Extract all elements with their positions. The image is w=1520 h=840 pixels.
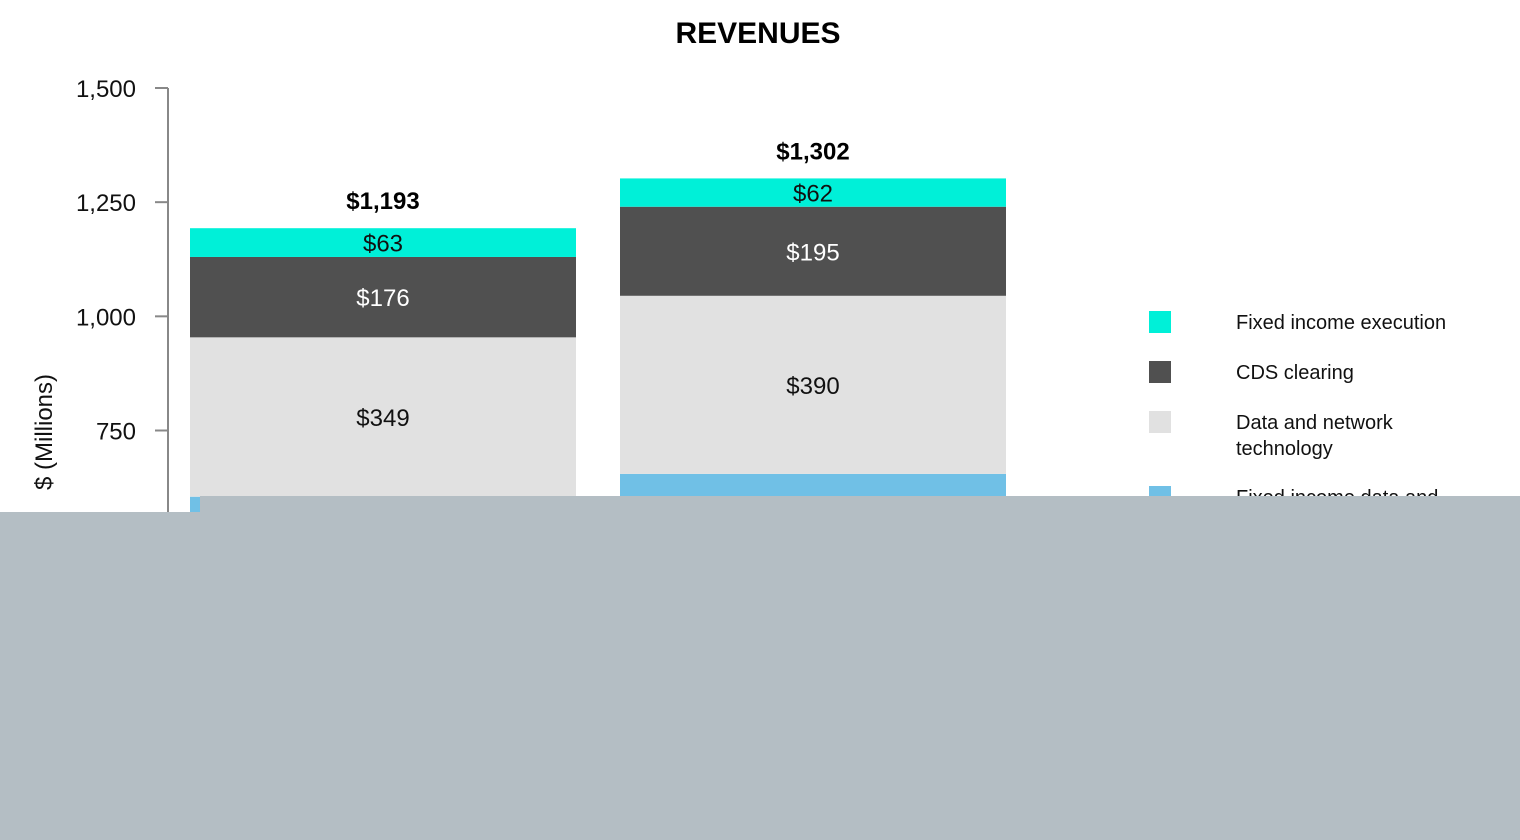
chart-title: REVENUES <box>675 17 840 50</box>
segment-value-label: $349 <box>356 405 409 432</box>
total-value-label: $1,302 <box>776 138 849 165</box>
y-ticks: 1,500 1,250 1,000 750 <box>76 76 168 446</box>
legend-label: technology <box>1236 438 1333 460</box>
legend-label: Fixed income execution <box>1236 312 1446 334</box>
y-axis-label: $ (Millions) <box>31 374 58 490</box>
bar-segment <box>620 178 1006 207</box>
total-value-label: $1,193 <box>346 188 419 215</box>
y-tick-label: 1,250 <box>76 190 136 217</box>
segment-labels: $349 $176 $63 $390 $195 $62 <box>356 181 839 432</box>
total-labels: $1,193 $1,302 <box>346 138 849 215</box>
legend: Fixed income execution CDS clearing Data a… <box>1149 311 1446 509</box>
segment-value-label: $390 <box>786 373 839 400</box>
occluding-panel-top <box>200 496 1520 516</box>
y-tick-label: 1,500 <box>76 76 136 103</box>
segment-value-label: $176 <box>356 285 409 312</box>
segment-value-label: $195 <box>786 239 839 266</box>
legend-swatch <box>1149 361 1171 383</box>
bar-segment <box>190 256 576 338</box>
legend-label: CDS clearing <box>1236 362 1354 384</box>
segment-value-label: $62 <box>793 181 833 208</box>
occluding-panel <box>0 512 1520 840</box>
legend-swatch <box>1149 411 1171 433</box>
bar-segment <box>190 228 576 257</box>
bar-segment <box>620 206 1006 296</box>
legend-swatch <box>1149 311 1171 333</box>
legend-label: Data and network <box>1236 412 1394 434</box>
y-tick-label: 750 <box>96 419 136 446</box>
segment-value-label: $63 <box>363 231 403 258</box>
bar-segment <box>620 295 1006 474</box>
bar-segment <box>190 337 576 497</box>
y-tick-label: 1,000 <box>76 304 136 331</box>
